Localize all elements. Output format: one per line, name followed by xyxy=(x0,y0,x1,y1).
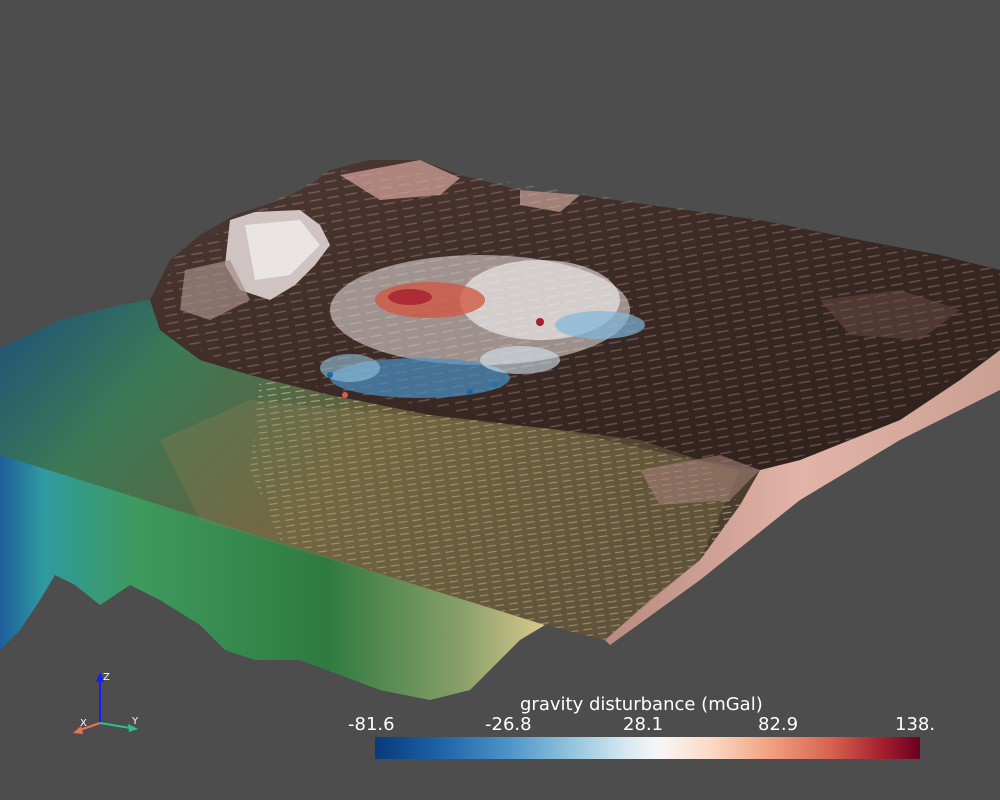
y-axis-label: Y xyxy=(131,716,139,727)
colorbar-gradient xyxy=(375,737,920,759)
x-axis-arrow-icon xyxy=(73,726,83,734)
right-wall xyxy=(605,350,1000,645)
x-axis-line xyxy=(79,722,101,731)
z-axis-label: Z xyxy=(103,672,110,683)
y-axis-arrow-icon xyxy=(128,724,138,732)
colorbar-title: gravity disturbance (mGal) xyxy=(520,694,763,715)
x-axis-label: X xyxy=(80,718,87,729)
colorbar: gravity disturbance (mGal) -81.6 -26.8 2… xyxy=(340,694,940,764)
front-wall xyxy=(0,455,545,700)
y-axis-line xyxy=(99,722,131,729)
lowland-tint xyxy=(160,400,740,640)
colorbar-tick-2: -26.8 xyxy=(485,714,532,735)
colorbar-tick-4: 82.9 xyxy=(758,714,799,735)
colorbar-tick-max: 138. xyxy=(895,714,936,735)
z-axis-arrow-icon xyxy=(96,672,104,682)
orientation-axes-widget: Z Y X xyxy=(73,672,139,734)
colorbar-tick-min: -81.6 xyxy=(348,714,395,735)
lowland-stripes xyxy=(250,380,740,640)
colorbar-tick-mid: 28.1 xyxy=(623,714,664,735)
gravity-points xyxy=(320,255,645,398)
